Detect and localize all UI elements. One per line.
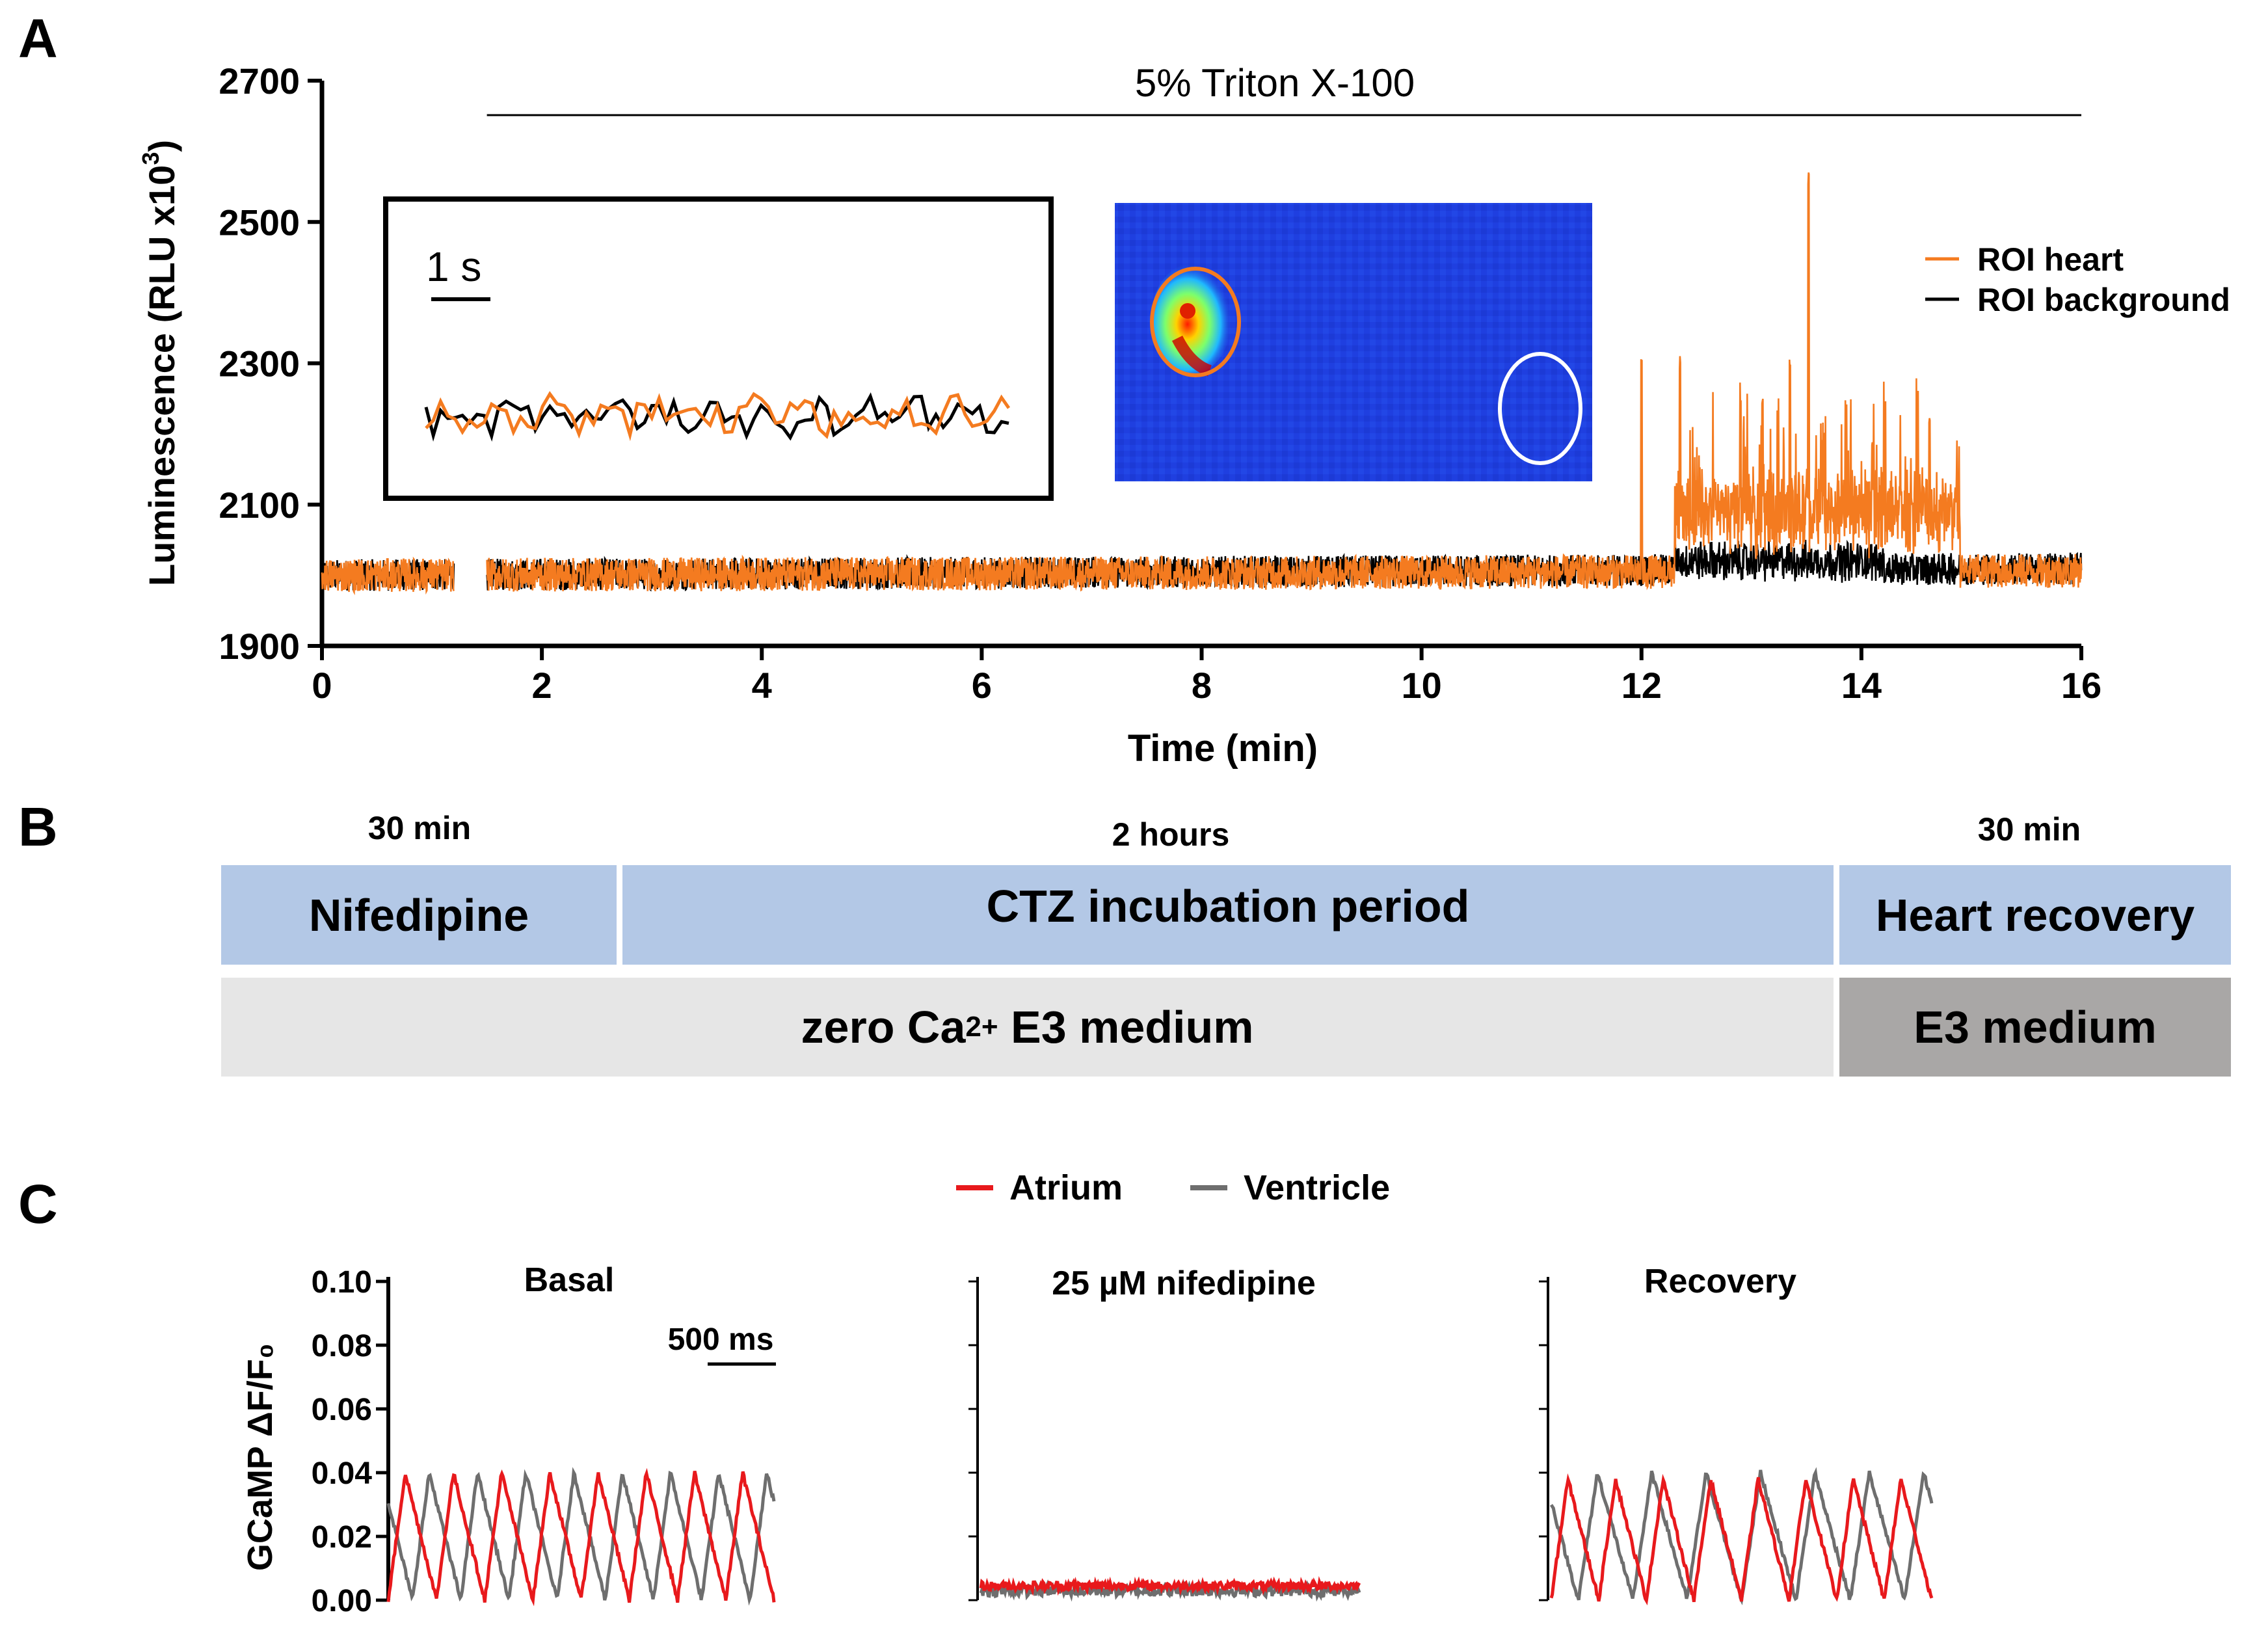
y-tick-label: 2700 xyxy=(219,60,300,101)
y-tick-label: 2300 xyxy=(219,343,300,384)
heart-hotspot xyxy=(1171,335,1212,377)
x-tick-label: 6 xyxy=(972,665,992,706)
x-tick-label: 16 xyxy=(2061,665,2101,706)
y-tick-label: 2100 xyxy=(219,485,300,526)
subplot-title-recovery: Recovery xyxy=(1644,1263,1796,1300)
treatment-title: 5% Triton X-100 xyxy=(1135,61,1415,105)
duration-ctz: 2 hours xyxy=(1112,816,1230,853)
heart-signal xyxy=(1151,263,1232,374)
atrium-trace xyxy=(1549,1473,1934,1605)
y-axis-label: Luminescence (RLU x103) xyxy=(137,140,182,586)
duration-recovery: 30 min xyxy=(1978,811,2081,848)
atrium-trace xyxy=(979,1575,1361,1596)
ctz-incubation-box: CTZ incubation period xyxy=(622,865,1834,965)
inset-scalebar-label: 1 s xyxy=(426,243,481,290)
subplot-title-nifedipine: 25 µM nifedipine xyxy=(1052,1265,1316,1302)
c-y-tick-label: 0.08 xyxy=(312,1329,372,1363)
c-y-tick-label: 0.02 xyxy=(312,1520,372,1555)
zero-ca-label: zero Ca xyxy=(801,1002,966,1052)
atrium-trace xyxy=(386,1467,776,1607)
y-tick-label: 1900 xyxy=(219,626,300,667)
x-tick-label: 10 xyxy=(1401,665,1441,706)
panel-a-letter: A xyxy=(18,8,58,69)
panel-c-letter: C xyxy=(18,1173,58,1235)
x-tick-label: 4 xyxy=(752,665,772,706)
y-tick-label: 2500 xyxy=(219,202,300,243)
x-tick-label: 2 xyxy=(532,665,552,706)
legend-ventricle-label: Ventricle xyxy=(1244,1168,1390,1207)
roi-background-circle xyxy=(1498,352,1582,465)
c-y-axis-label: GCaMP ΔF/F₀ xyxy=(241,1343,280,1571)
panel-c-chart: Atrium Ventricle GCaMP ΔF/F₀ 0.00 0.02 0.0… xyxy=(241,1168,1934,1618)
inset-heart-trace xyxy=(425,391,1011,442)
duration-nifedipine: 30 min xyxy=(368,810,471,846)
legend-heart-label: ROI heart xyxy=(1977,241,2124,278)
c-y-tick-label: 0.04 xyxy=(312,1456,373,1491)
roi-heart-trace xyxy=(321,172,2083,596)
c-y-tick-label: 0.10 xyxy=(312,1265,372,1300)
panel-a-chart: 5% Triton X-100 1900 2100 2300 2500 2700 0 2 4… xyxy=(137,60,2230,770)
x-tick-label: 0 xyxy=(312,665,332,706)
c-y-tick-label: 0.00 xyxy=(312,1584,372,1618)
panel-b-letter: B xyxy=(18,796,58,857)
x-tick-label: 12 xyxy=(1621,665,1662,706)
x-axis-label: Time (min) xyxy=(1128,727,1318,770)
legend-atrium-label: Atrium xyxy=(1009,1168,1123,1207)
subplot-title-basal: Basal xyxy=(524,1261,615,1299)
x-tick-label: 8 xyxy=(1192,665,1212,706)
zero-ca-medium-box: zero Ca 2+ E3 medium xyxy=(221,978,1834,1077)
x-tick-label: 14 xyxy=(1841,665,1882,706)
luminescence-image-inset xyxy=(1115,203,1592,481)
c-y-tick-label: 0.06 xyxy=(312,1393,372,1427)
heart-hotspot-dot xyxy=(1180,303,1195,319)
zero-ca-label-suffix: E3 medium xyxy=(998,1002,1254,1052)
zoom-inset-frame xyxy=(383,196,1054,501)
e3-medium-box: E3 medium xyxy=(1839,978,2231,1077)
heart-recovery-box: Heart recovery xyxy=(1839,865,2231,965)
c-scalebar-label: 500 ms xyxy=(668,1322,774,1357)
legend-background-label: ROI background xyxy=(1977,282,2230,318)
roi-heart-circle xyxy=(1150,267,1241,377)
panel-b-timeline: 30 min 2 hours 30 min xyxy=(368,810,2081,853)
nifedipine-box: Nifedipine xyxy=(221,865,617,965)
